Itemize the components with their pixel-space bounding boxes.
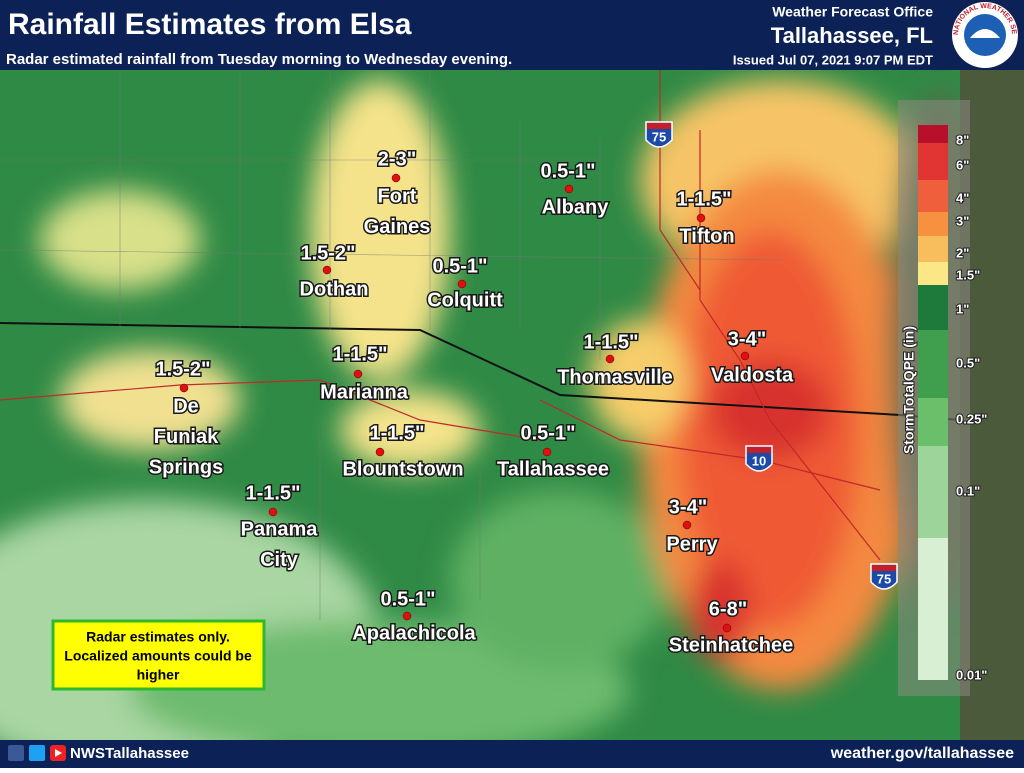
city-name: Fort	[378, 185, 417, 207]
city-dot	[696, 213, 706, 223]
legend-swatch	[918, 180, 948, 212]
legend-label: 0.5"	[956, 355, 980, 370]
city-name: Marianna	[320, 381, 409, 403]
legend-swatch	[918, 125, 948, 143]
legend-label: 8"	[956, 132, 969, 147]
city-name: Tallahassee	[497, 458, 609, 480]
highway-shield-top	[872, 565, 896, 571]
legend-label: 1"	[956, 301, 969, 316]
legend-title: StormTotalQPE (in)	[901, 326, 917, 454]
legend-swatch	[918, 398, 948, 446]
note-text: higher	[137, 667, 180, 683]
legend-swatch	[918, 236, 948, 262]
note-text: Radar estimates only.	[86, 629, 230, 645]
legend-label: 6"	[956, 157, 969, 172]
city-dot	[268, 507, 278, 517]
legend-swatch	[918, 330, 948, 398]
city-name: Tifton	[679, 225, 734, 247]
rain-amount: 1-1.5"	[332, 343, 387, 365]
rain-amount: 3-4"	[669, 496, 707, 518]
city-dot	[322, 265, 332, 275]
legend-swatch	[918, 538, 948, 680]
office-location: Tallahassee, FL	[771, 23, 933, 48]
rain-amount: 6-8"	[709, 598, 747, 620]
rain-amount: 0.5-1"	[540, 160, 595, 182]
rain-amount: 1-1.5"	[583, 331, 638, 353]
legend-label: 3"	[956, 213, 969, 228]
rain-amount: 3-4"	[728, 328, 766, 350]
city-name: Springs	[149, 456, 223, 478]
twitter-icon[interactable]	[29, 745, 45, 761]
city-dot	[457, 279, 467, 289]
legend-label: 0.25"	[956, 411, 987, 426]
rain-amount: 2-3"	[378, 148, 416, 170]
legend-label: 1.5"	[956, 267, 980, 282]
city-dot	[542, 447, 552, 457]
city-dot	[682, 520, 692, 530]
city-dot	[402, 611, 412, 621]
city-name: Apalachicola	[352, 622, 476, 644]
legend-label: 0.1"	[956, 483, 980, 498]
city-name: De	[173, 395, 199, 417]
city-name: Steinhatchee	[669, 634, 793, 656]
highway-shield-top	[647, 123, 671, 129]
city-name: City	[260, 549, 299, 571]
city-dot	[722, 623, 732, 633]
legend-label: 4"	[956, 190, 969, 205]
city-name: Blountstown	[342, 458, 463, 480]
city-name: Colquitt	[427, 289, 503, 311]
subtitle: Radar estimated rainfall from Tuesday mo…	[6, 51, 512, 68]
city-name: Perry	[666, 533, 718, 555]
header: Rainfall Estimates from Elsa Radar estim…	[0, 0, 1024, 70]
website[interactable]: weather.gov/tallahassee	[830, 745, 1014, 762]
rain-amount: 0.5-1"	[520, 422, 575, 444]
highway-number: 75	[652, 129, 666, 144]
rain-amount: 0.5-1"	[432, 255, 487, 277]
footer: NWSTallahassee weather.gov/tallahassee	[0, 740, 1024, 768]
facebook-icon[interactable]	[8, 745, 24, 761]
legend-label: 0.01"	[956, 667, 987, 682]
city-name: Dothan	[300, 278, 369, 300]
highway-number: 75	[877, 571, 891, 586]
city-name: Albany	[542, 196, 610, 218]
city-dot	[179, 383, 189, 393]
city-dot	[740, 351, 750, 361]
city-name: Thomasville	[557, 366, 673, 388]
rain-amount: 1-1.5"	[369, 422, 424, 444]
highway-shield-top	[747, 447, 771, 453]
issued: Issued Jul 07, 2021 9:07 PM EDT	[733, 52, 933, 67]
rain-amount: 1.5-2"	[300, 242, 355, 264]
legend-label: 2"	[956, 245, 969, 260]
highway-number: 10	[752, 453, 766, 468]
legend-swatch	[918, 285, 948, 330]
city-name: Gaines	[364, 216, 431, 238]
city-dot	[375, 447, 385, 457]
legend-swatch	[918, 262, 948, 285]
office: Weather Forecast Office	[772, 4, 933, 20]
legend-swatch	[918, 212, 948, 236]
rain-amount: 0.5-1"	[380, 588, 435, 610]
city-dot	[353, 369, 363, 379]
note-box	[51, 619, 266, 691]
city-name: Panama	[241, 518, 319, 540]
rain-amount: 1-1.5"	[676, 188, 731, 210]
city-dot	[564, 184, 574, 194]
city-dot	[605, 354, 615, 364]
city-name: Funiak	[154, 426, 219, 448]
city-dot	[391, 173, 401, 183]
title: Rainfall Estimates from Elsa	[8, 8, 412, 41]
rain-amount: 1.5-2"	[155, 358, 210, 380]
city-name: Valdosta	[711, 364, 794, 386]
rain-amount: 1-1.5"	[245, 482, 300, 504]
social-handle[interactable]: NWSTallahassee	[70, 745, 189, 762]
legend-swatch	[918, 143, 948, 180]
note-text: Localized amounts could be	[64, 648, 252, 664]
legend-swatch	[918, 446, 948, 538]
